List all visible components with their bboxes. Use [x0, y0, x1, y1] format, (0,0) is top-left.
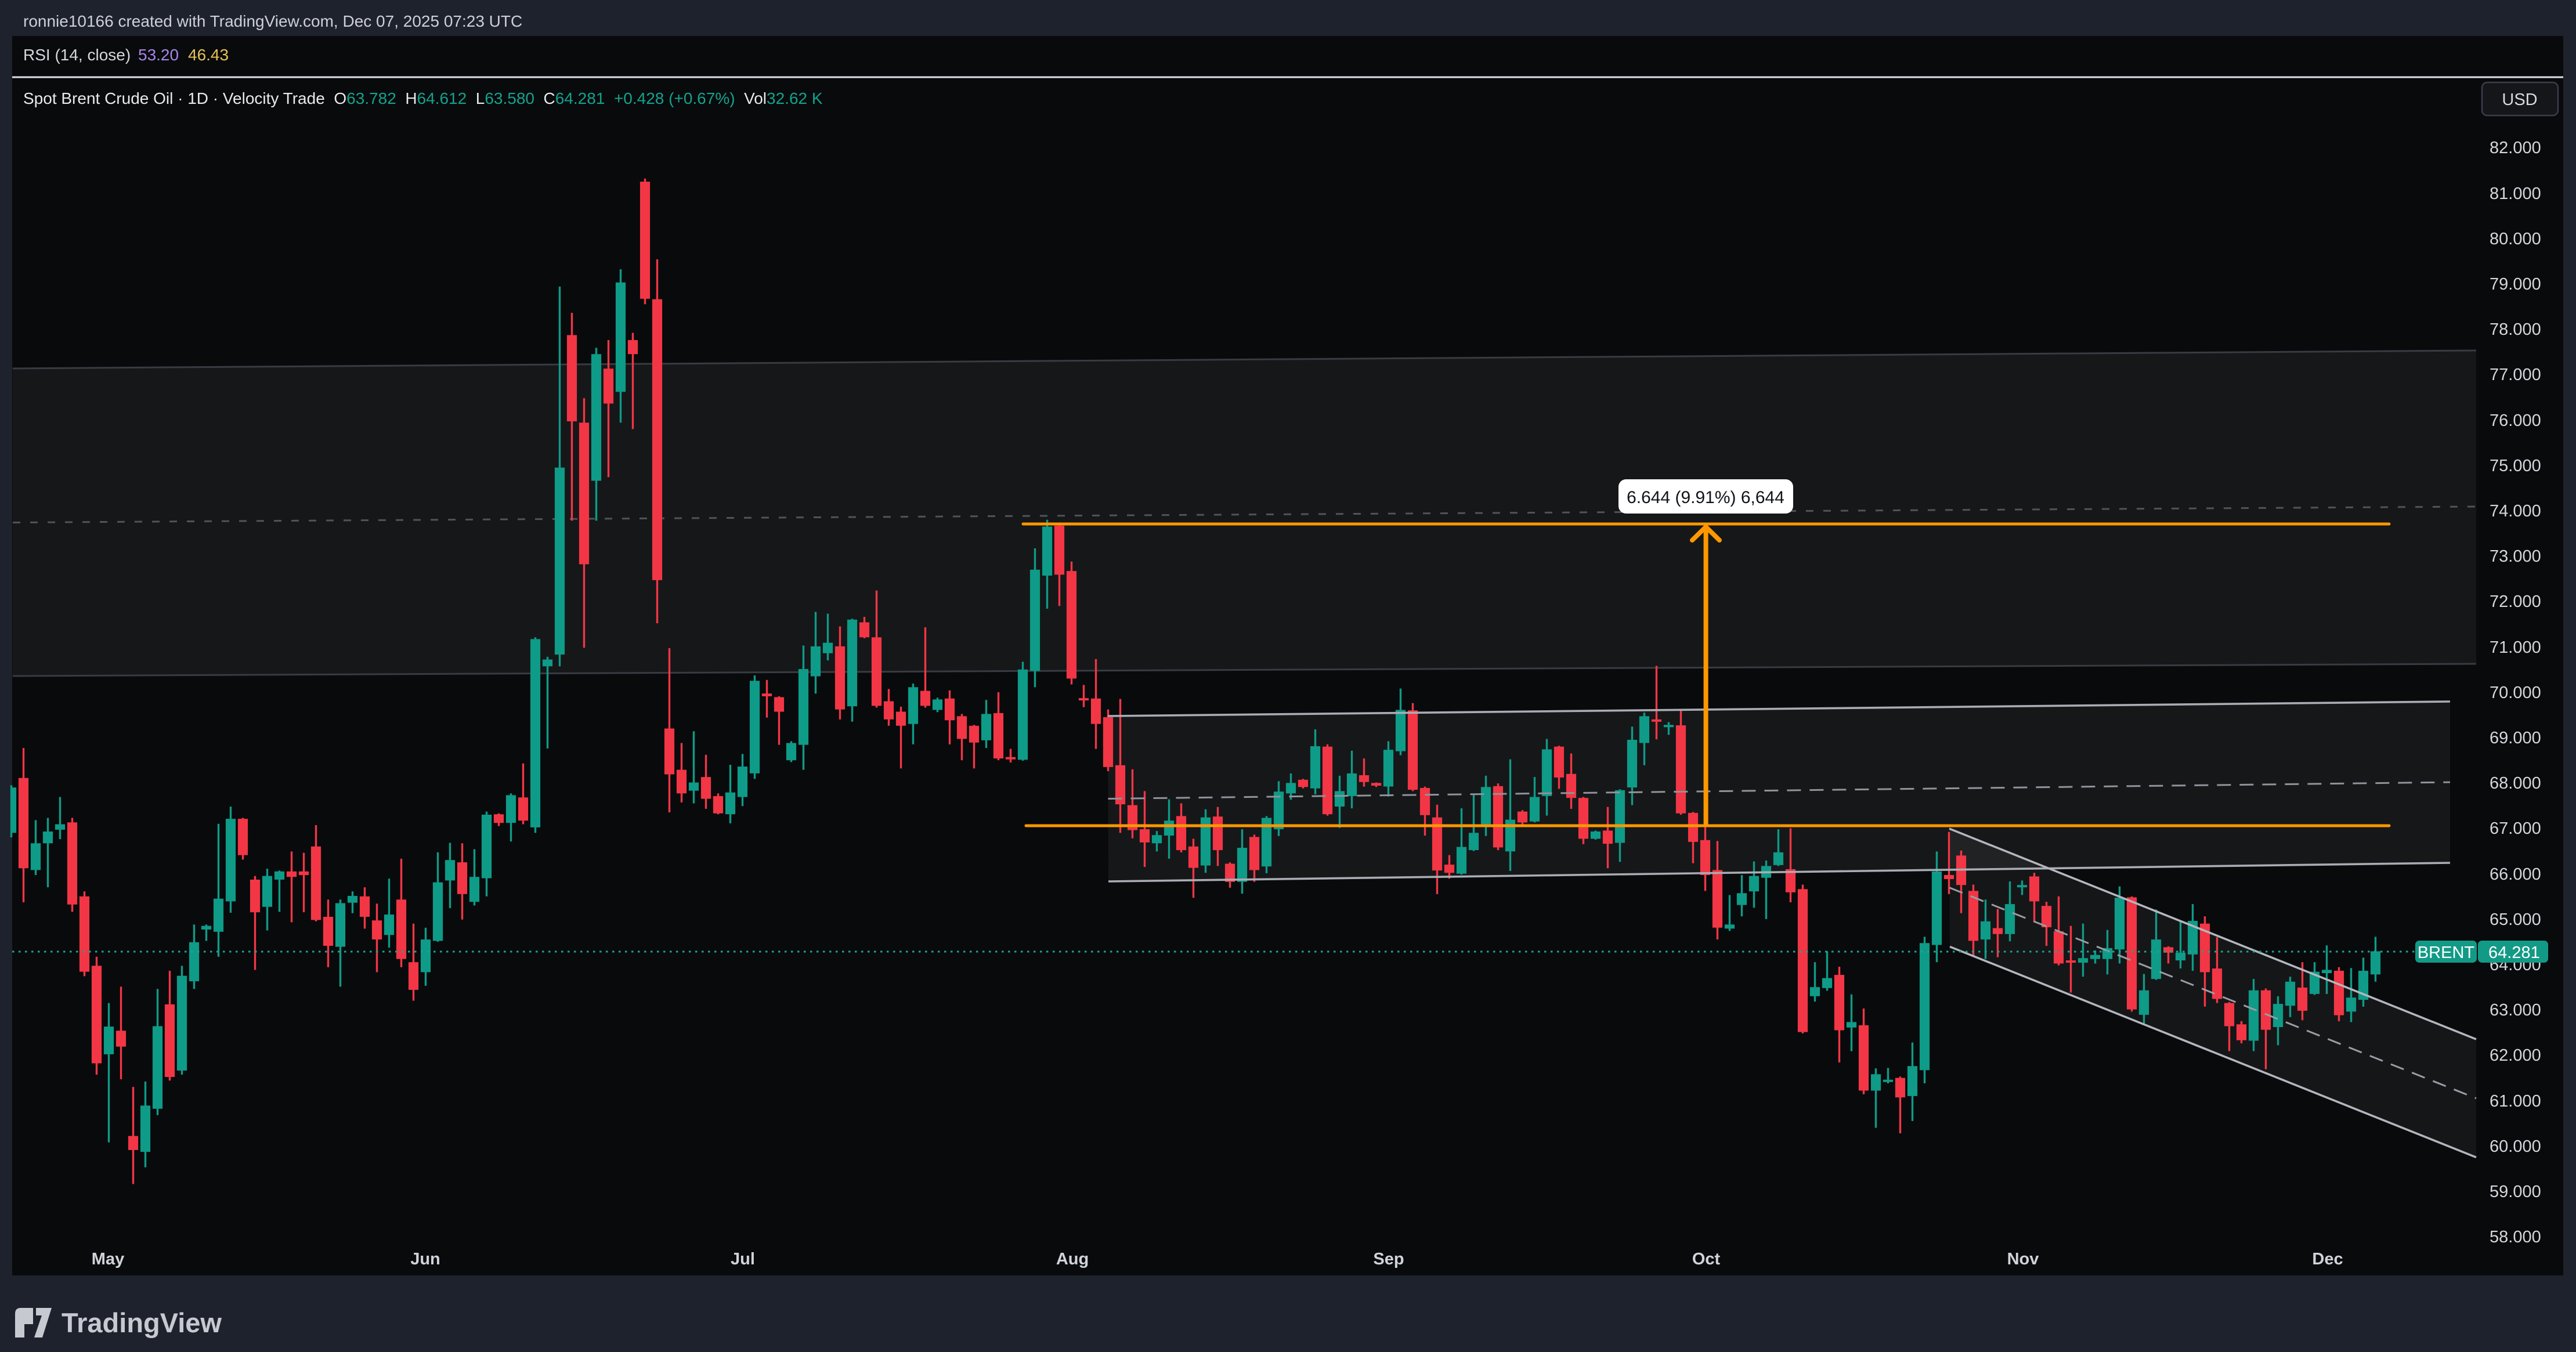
- svg-text:82.000: 82.000: [2490, 139, 2541, 157]
- svg-text:BRENT: BRENT: [2418, 943, 2475, 962]
- svg-text:81.000: 81.000: [2490, 185, 2541, 203]
- svg-text:USD: USD: [2502, 91, 2537, 109]
- svg-text:TradingView: TradingView: [62, 1307, 222, 1338]
- svg-text:68.000: 68.000: [2490, 774, 2541, 793]
- svg-text:74.000: 74.000: [2490, 502, 2541, 520]
- svg-text:Sep: Sep: [1373, 1250, 1404, 1268]
- svg-text:62.000: 62.000: [2490, 1046, 2541, 1065]
- svg-text:Dec: Dec: [2312, 1250, 2343, 1268]
- svg-text:Jul: Jul: [731, 1250, 755, 1268]
- svg-text:77.000: 77.000: [2490, 366, 2541, 384]
- svg-text:58.000: 58.000: [2490, 1228, 2541, 1246]
- svg-text:Nov: Nov: [2007, 1250, 2039, 1268]
- svg-text:75.000: 75.000: [2490, 457, 2541, 475]
- svg-text:73.000: 73.000: [2490, 547, 2541, 566]
- svg-text:60.000: 60.000: [2490, 1137, 2541, 1156]
- svg-text:67.000: 67.000: [2490, 819, 2541, 838]
- svg-text:69.000: 69.000: [2490, 729, 2541, 747]
- svg-text:64.281: 64.281: [2488, 943, 2540, 962]
- svg-text:Jun: Jun: [410, 1250, 440, 1268]
- svg-text:Aug: Aug: [1056, 1250, 1089, 1268]
- svg-text:May: May: [92, 1250, 124, 1268]
- svg-text:70.000: 70.000: [2490, 684, 2541, 702]
- svg-text:53.20: 53.20: [138, 46, 179, 64]
- svg-text:6.644 (9.91%) 6,644: 6.644 (9.91%) 6,644: [1627, 488, 1784, 507]
- svg-text:76.000: 76.000: [2490, 411, 2541, 430]
- svg-text:63.000: 63.000: [2490, 1001, 2541, 1020]
- svg-text:ronnie10166 created with Tradi: ronnie10166 created with TradingView.com…: [23, 12, 522, 30]
- svg-text:66.000: 66.000: [2490, 865, 2541, 884]
- svg-text:59.000: 59.000: [2490, 1183, 2541, 1201]
- svg-text:80.000: 80.000: [2490, 230, 2541, 248]
- svg-text:46.43: 46.43: [188, 46, 229, 64]
- svg-text:61.000: 61.000: [2490, 1092, 2541, 1111]
- svg-text:RSI (14, close): RSI (14, close): [23, 46, 131, 64]
- svg-text:Oct: Oct: [1692, 1250, 1721, 1268]
- svg-text:Spot Brent Crude Oil · 1D · Ve: Spot Brent Crude Oil · 1D · Velocity Tra…: [23, 89, 823, 107]
- svg-text:65.000: 65.000: [2490, 910, 2541, 929]
- svg-text:78.000: 78.000: [2490, 320, 2541, 339]
- svg-text:71.000: 71.000: [2490, 638, 2541, 657]
- svg-text:79.000: 79.000: [2490, 275, 2541, 294]
- svg-text:72.000: 72.000: [2490, 592, 2541, 611]
